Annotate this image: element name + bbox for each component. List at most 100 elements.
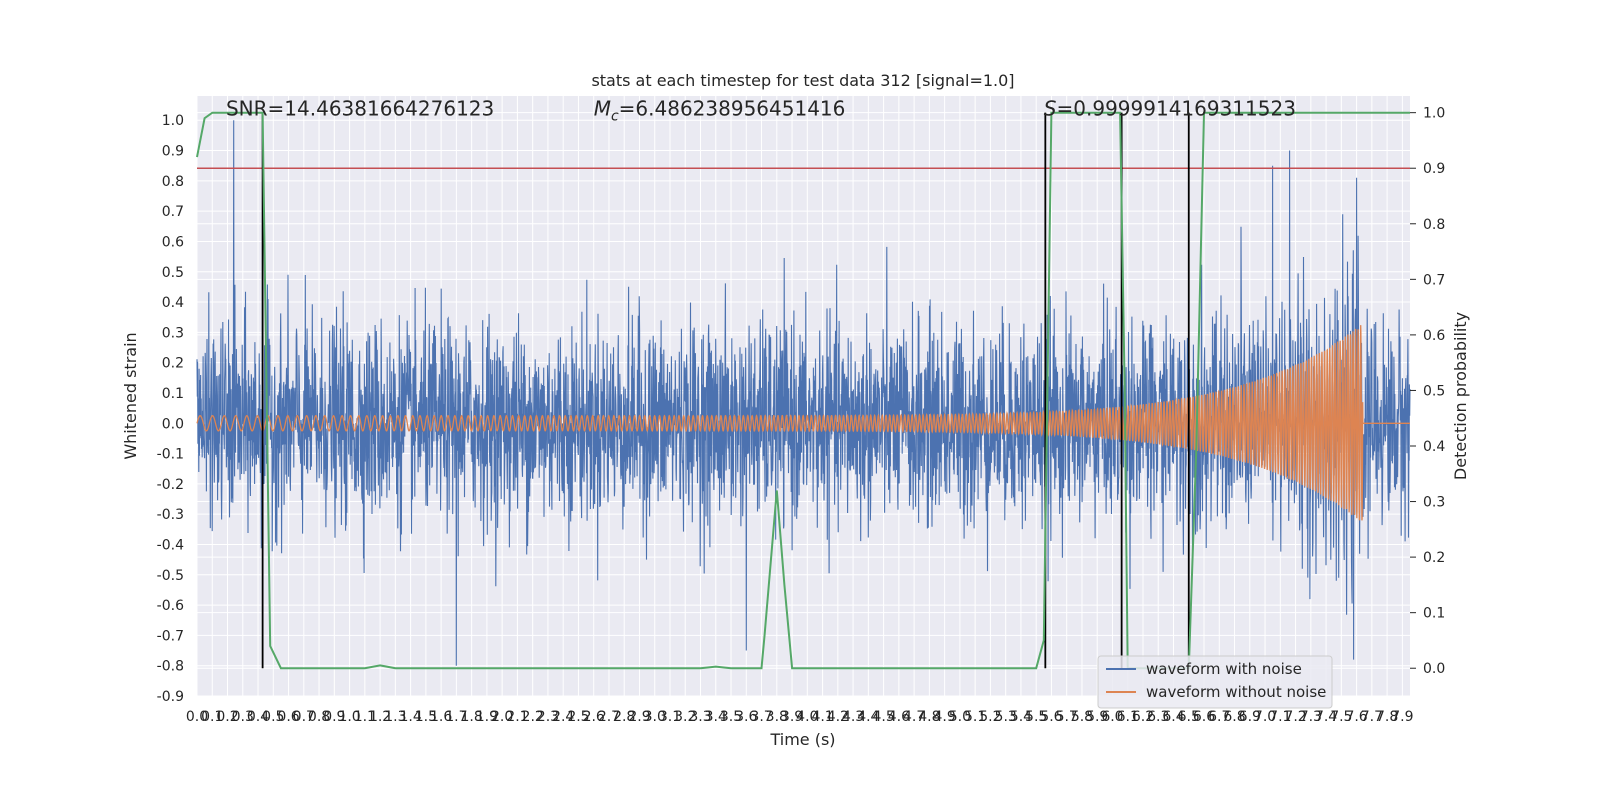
x-tick-label: 0.9 <box>323 709 345 725</box>
y2-tick-label: 0.4 <box>1423 439 1445 455</box>
x-tick-label: 4.8 <box>918 709 940 725</box>
y-tick-label: 0.5 <box>162 265 184 281</box>
y2-tick-label: 0.9 <box>1423 161 1445 177</box>
annotation-2: S=0.9999914169311523 <box>1044 97 1296 121</box>
x-tick-label: 2.0 <box>491 709 513 725</box>
x-tick-label: 5.3 <box>995 709 1017 725</box>
x-tick-label: 1.3 <box>384 709 406 725</box>
x-tick-label: 7.9 <box>1391 709 1413 725</box>
y2-tick-label: 0.7 <box>1423 272 1445 288</box>
x-tick-label: 7.4 <box>1315 709 1337 725</box>
x-tick-label: 6.0 <box>1101 709 1123 725</box>
x-tick-label: 4.0 <box>796 709 818 725</box>
x-tick-label: 5.0 <box>949 709 971 725</box>
x-tick-label: 7.5 <box>1330 709 1352 725</box>
annotation-0: SNR=14.46381664276123 <box>226 97 494 121</box>
x-tick-label: 1.2 <box>369 709 391 725</box>
x-tick-label: 1.8 <box>461 709 483 725</box>
y2-tick-label: 0.1 <box>1423 606 1445 622</box>
x-tick-label: 6.4 <box>1162 709 1184 725</box>
y2-tick-label: 0.3 <box>1423 495 1445 511</box>
y-axis-label: Whitened strain <box>121 332 140 459</box>
x-tick-label: 3.6 <box>735 709 757 725</box>
series-waveform-without-noise <box>196 325 1410 521</box>
x-tick-label: 6.8 <box>1223 709 1245 725</box>
x-tick-label: 1.7 <box>445 709 467 725</box>
y-axis-right: 0.0 0.1 0.2 0.3 0.4 0.5 0.6 0.7 0.8 0.9 1.0 <box>1410 106 1445 677</box>
x-tick-label: 5.4 <box>1010 709 1032 725</box>
x-tick-label: 7.0 <box>1254 709 1276 725</box>
x-axis: 0.00.10.20.30.40.50.60.70.80.91.01.11.21… <box>186 709 1414 725</box>
annotation-1: Mc=6.486238956451416 <box>594 97 846 125</box>
y-tick-label: 0.4 <box>162 295 184 311</box>
x-tick-label: 1.9 <box>476 709 498 725</box>
x-tick-label: 7.2 <box>1284 709 1306 725</box>
x-tick-label: 6.6 <box>1193 709 1215 725</box>
x-tick-label: 5.1 <box>964 709 986 725</box>
x-tick-label: 4.3 <box>842 709 864 725</box>
x-tick-label: 6.1 <box>1117 709 1139 725</box>
x-tick-label: 3.1 <box>659 709 681 725</box>
y-axis-left: -0.9 -0.8 -0.7 -0.6 -0.5 -0.4 -0.3 -0.2 -0.1 0.0 0… <box>157 113 184 705</box>
y-tick-label: -0.8 <box>157 659 184 675</box>
x-tick-label: 0.2 <box>216 709 238 725</box>
x-tick-label: 5.9 <box>1086 709 1108 725</box>
x-tick-label: 0.0 <box>186 709 208 725</box>
x-tick-label: 6.2 <box>1132 709 1154 725</box>
x-tick-label: 4.5 <box>872 709 894 725</box>
x-tick-label: 4.2 <box>827 709 849 725</box>
y-tick-label: 0.1 <box>162 386 184 402</box>
y2-tick-label: 0.6 <box>1423 328 1445 344</box>
x-tick-label: 3.4 <box>705 709 727 725</box>
x-tick-label: 2.4 <box>552 709 574 725</box>
y-tick-label: 0.0 <box>162 416 184 432</box>
x-tick-label: 0.1 <box>201 709 223 725</box>
x-tick-label: 2.6 <box>583 709 605 725</box>
x-tick-label: 0.8 <box>308 709 330 725</box>
y-tick-label: -0.1 <box>157 447 184 463</box>
x-tick-label: 3.9 <box>781 709 803 725</box>
x-tick-label: 7.6 <box>1345 709 1367 725</box>
x-tick-label: 5.5 <box>1025 709 1047 725</box>
x-tick-label: 0.3 <box>232 709 254 725</box>
x-tick-label: 3.2 <box>674 709 696 725</box>
y2-tick-label: 1.0 <box>1423 106 1445 122</box>
x-tick-label: 5.7 <box>1056 709 1078 725</box>
y-tick-label: -0.7 <box>157 628 184 644</box>
x-tick-label: 3.8 <box>766 709 788 725</box>
x-tick-label: 2.7 <box>598 709 620 725</box>
y-tick-label: -0.6 <box>157 598 184 614</box>
x-tick-label: 1.0 <box>338 709 360 725</box>
y-tick-label: -0.9 <box>157 689 184 705</box>
x-tick-label: 4.7 <box>903 709 925 725</box>
x-tick-label: 7.1 <box>1269 709 1291 725</box>
x-tick-label: 7.7 <box>1361 709 1383 725</box>
legend-label-clean: waveform without noise <box>1146 683 1326 701</box>
x-tick-label: 1.1 <box>354 709 376 725</box>
y2-axis-label: Detection probability <box>1451 312 1470 480</box>
x-tick-label: 4.6 <box>888 709 910 725</box>
x-tick-label: 2.9 <box>628 709 650 725</box>
x-tick-label: 0.5 <box>262 709 284 725</box>
x-tick-label: 5.2 <box>979 709 1001 725</box>
x-tick-label: 2.5 <box>567 709 589 725</box>
legend-box <box>1097 655 1333 709</box>
legend-label-noisy: waveform with noise <box>1146 660 1302 678</box>
x-tick-label: 5.8 <box>1071 709 1093 725</box>
x-tick-label: 1.6 <box>430 709 452 725</box>
x-tick-label: 7.3 <box>1300 709 1322 725</box>
y-tick-label: 0.8 <box>162 174 184 190</box>
y-tick-label: -0.5 <box>157 568 184 584</box>
x-tick-label: 6.7 <box>1208 709 1230 725</box>
x-tick-label: 4.1 <box>811 709 833 725</box>
x-tick-label: 3.7 <box>750 709 772 725</box>
y2-tick-label: 0.0 <box>1423 661 1445 677</box>
legend: waveform with noise waveform without noi… <box>1097 655 1333 709</box>
x-tick-label: 2.1 <box>506 709 528 725</box>
y2-tick-label: 0.5 <box>1423 383 1445 399</box>
y2-tick-label: 0.8 <box>1423 217 1445 233</box>
x-tick-label: 5.6 <box>1040 709 1062 725</box>
x-tick-label: 0.7 <box>293 709 315 725</box>
x-axis-label: Time (s) <box>769 730 835 749</box>
